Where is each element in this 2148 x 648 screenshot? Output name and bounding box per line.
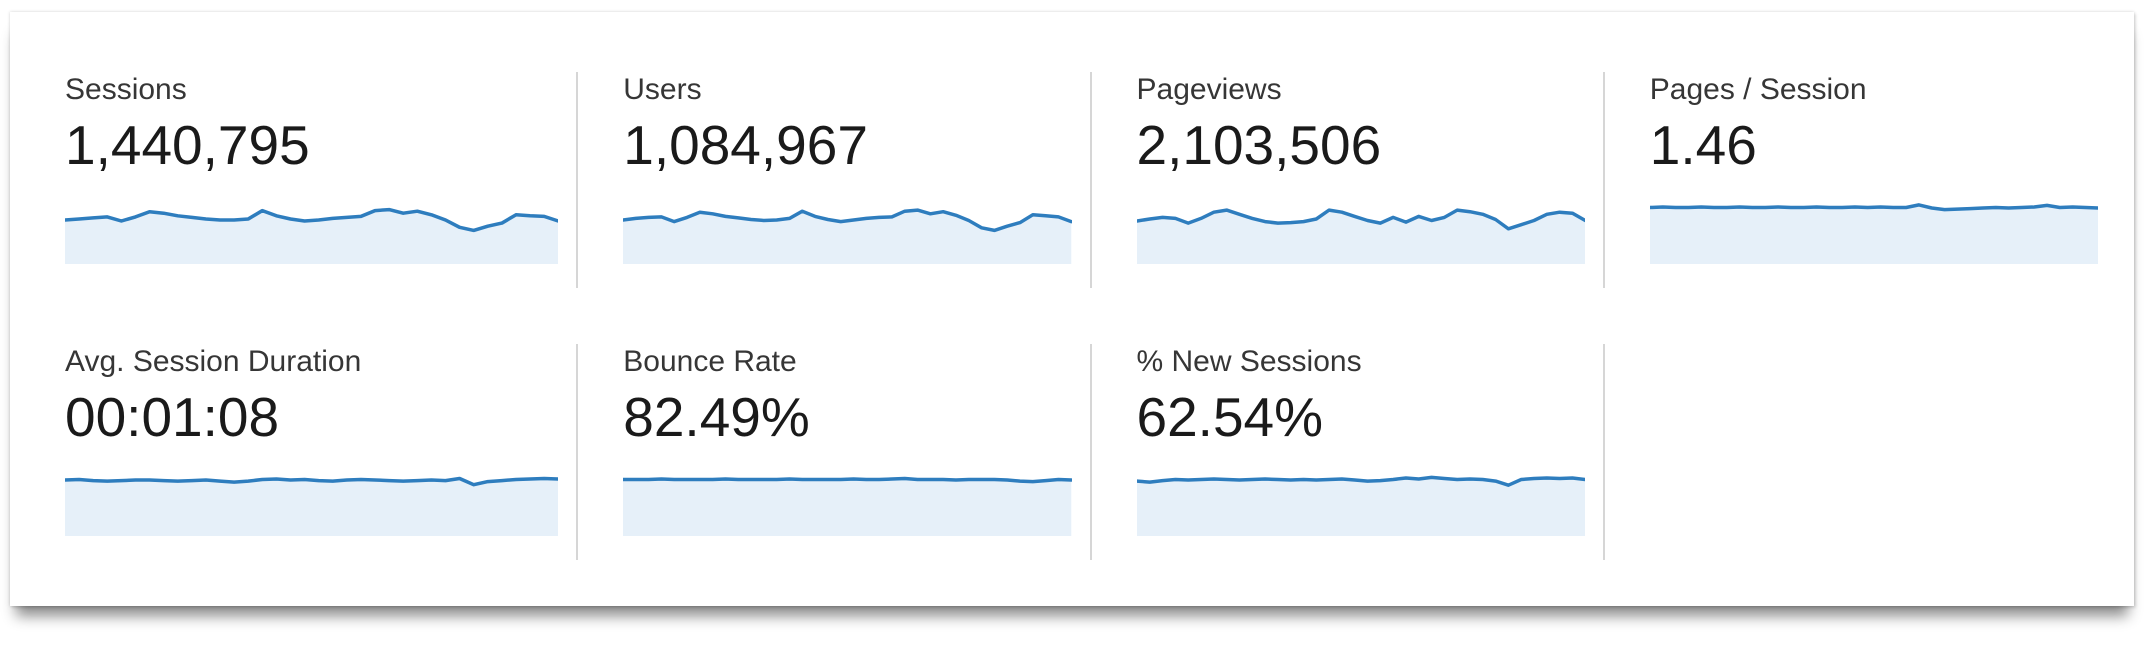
sparkline-pages-per-session [1649,203,2098,264]
metric-card-pageviews[interactable]: Pageviews 2,103,506 [1092,72,1606,288]
sparkline-avg-session-duration [65,476,559,536]
sparkline-users [623,208,1072,264]
metric-label-bounce-rate: Bounce Rate [623,345,797,378]
metric-card-percent-new-sessions[interactable]: % New Sessions 62.54% [1092,344,1606,560]
metric-card-pages-per-session[interactable]: Pages / Session 1.46 [1605,72,2118,264]
metric-label-pages-per-session: Pages / Session [1649,73,1867,106]
metric-label-users: Users [623,73,702,106]
metric-value-pageviews: 2,103,506 [1136,114,1382,176]
metric-value-users: 1,084,967 [623,114,868,176]
metric-label-avg-session-duration: Avg. Session Duration [65,345,362,378]
sparkline-percent-new-sessions [1136,475,1585,536]
metrics-panel: Sessions 1,440,795 Users 1,084,967 Pagev… [10,12,2134,606]
metric-value-pages-per-session: 1.46 [1649,114,1757,176]
metric-label-sessions: Sessions [65,73,187,106]
metric-value-avg-session-duration: 00:01:08 [65,386,280,448]
sparkline-sessions [65,207,559,264]
metric-card-avg-session-duration[interactable]: Avg. Session Duration 00:01:08 [65,344,579,560]
sparkline-pageviews [1136,208,1585,264]
metric-value-percent-new-sessions: 62.54% [1136,386,1324,448]
metric-label-percent-new-sessions: % New Sessions [1136,345,1362,378]
scorecard-grid: Sessions 1,440,795 Users 1,084,967 Pagev… [65,72,2118,560]
metric-card-bounce-rate[interactable]: Bounce Rate 82.49% [578,344,1092,560]
sparkline-bounce-rate [623,476,1072,536]
metric-value-bounce-rate: 82.49% [623,386,810,448]
metric-label-pageviews: Pageviews [1136,73,1282,106]
metric-value-sessions: 1,440,795 [65,114,310,176]
empty-cell [1605,344,2118,536]
metric-card-sessions[interactable]: Sessions 1,440,795 [65,72,579,288]
metric-card-users[interactable]: Users 1,084,967 [578,72,1092,288]
